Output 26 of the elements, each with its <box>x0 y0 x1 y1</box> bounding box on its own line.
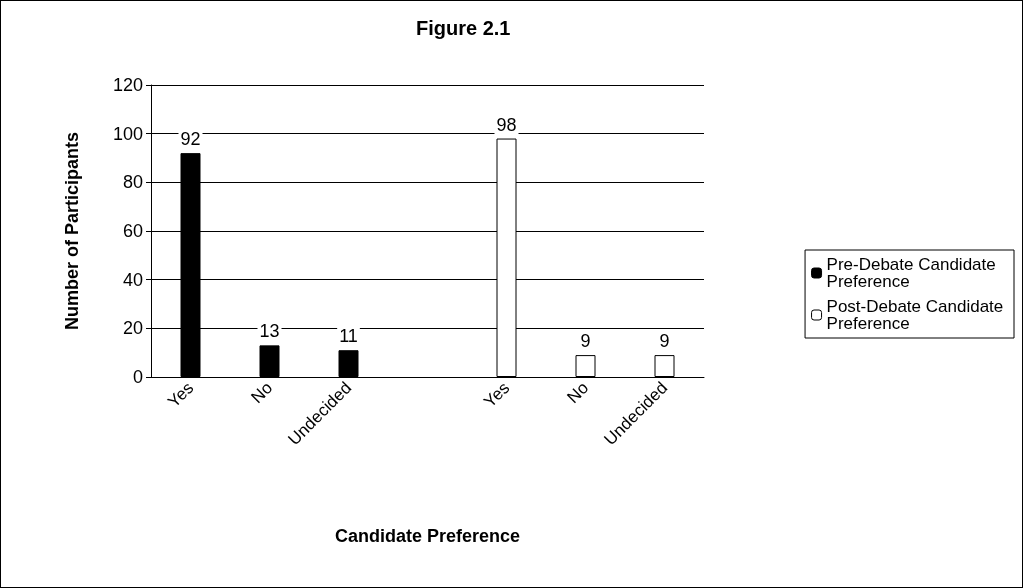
x-tick-label: Yes <box>164 378 198 412</box>
data-label: 9 <box>580 331 591 352</box>
y-tick-label: 0 <box>132 367 143 387</box>
data-label: 13 <box>259 321 280 342</box>
legend-label: Post-Debate Candidate Preference <box>826 297 1009 333</box>
x-tick-label: No <box>563 378 593 408</box>
chart-title: Figure 2.1 <box>416 17 511 39</box>
y-tick-label: 60 <box>122 221 143 241</box>
data-label: 11 <box>339 326 358 347</box>
x-tick-label: Yes <box>480 378 514 412</box>
y-tick-label: 80 <box>122 172 143 193</box>
x-tick-label: No <box>247 378 277 408</box>
bar <box>575 355 596 377</box>
y-tick-label: 120 <box>112 75 143 95</box>
y-tick-label: 40 <box>122 269 143 290</box>
bar <box>654 355 675 377</box>
data-label: 92 <box>180 129 201 150</box>
y-axis-title: Number of Participants <box>62 131 82 331</box>
bar <box>259 345 280 377</box>
y-tick-label: 20 <box>122 318 143 339</box>
legend-label: Pre-Debate Candidate Preference <box>826 255 1001 291</box>
x-axis-title: Candidate Preference <box>334 526 521 546</box>
y-tick-label: 100 <box>112 123 143 144</box>
data-label: 9 <box>659 331 670 352</box>
data-label: 98 <box>496 114 517 135</box>
bar <box>338 350 359 377</box>
